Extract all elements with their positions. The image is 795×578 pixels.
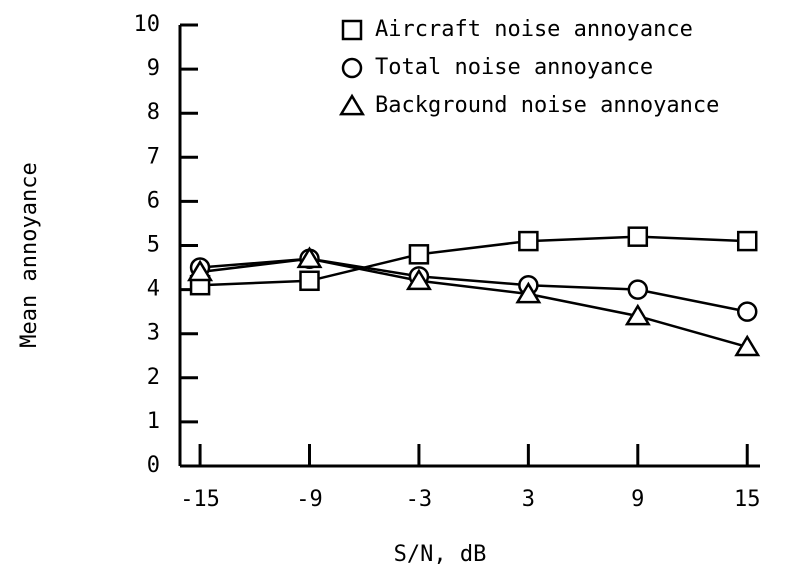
marker [341,19,363,41]
series-line [200,235,748,287]
y-tick-label: 6 [147,188,160,213]
y-tick-label: 3 [147,321,160,346]
x-tick-label: 15 [734,487,761,512]
marker [299,270,320,292]
marker [518,230,539,252]
y-tick-label: 4 [147,277,160,302]
x-axis-label: S/N, dB [394,542,487,567]
x-tick-label: -9 [296,487,323,512]
y-tick-label: 10 [134,12,161,37]
x-tick-label: -3 [406,487,433,512]
marker [187,259,214,282]
y-tick-label: 8 [147,100,160,125]
legend-label: Total noise annoyance [375,55,653,80]
marker [736,230,758,252]
x-tick-label: 3 [522,487,535,512]
marker [624,303,651,326]
marker [296,246,323,269]
y-tick-label: 5 [147,233,160,258]
y-tick-label: 1 [147,409,160,434]
marker [734,334,761,357]
y-tick-label: 9 [147,56,160,81]
marker [405,268,432,291]
y-tick-label: 0 [147,453,160,478]
marker [627,226,649,247]
y-tick-label: 7 [147,144,160,169]
y-tick-label: 2 [147,365,160,390]
marker [515,281,542,304]
x-tick-label: -15 [180,487,220,512]
marker [736,301,758,322]
series-line [199,257,748,313]
x-tick-label: 9 [631,487,644,512]
legend-label: Aircraft noise annoyance [375,17,693,42]
marker [341,57,363,79]
y-axis-label: Mean annoyance [17,162,42,347]
marker [627,279,649,300]
marker [408,244,430,265]
legend-label: Background noise annoyance [375,93,719,118]
series-line [199,257,748,349]
marker [338,93,366,116]
